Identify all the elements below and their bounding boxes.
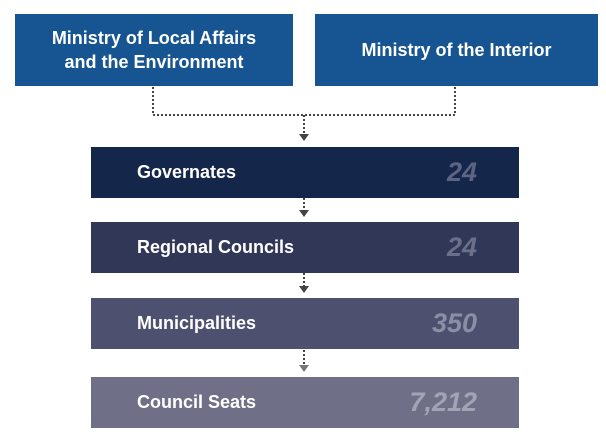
tier-count: 7,212 bbox=[409, 387, 477, 417]
tier-count: 24 bbox=[446, 232, 477, 262]
ministry-label: Ministry of the Interior bbox=[361, 40, 552, 60]
ministry-interior-box: Ministry of the Interior bbox=[315, 14, 598, 86]
tier-council-seats: Council Seats 7,212 bbox=[91, 377, 519, 428]
tier-governates: Governates 24 bbox=[91, 147, 519, 198]
tier-label: Council Seats bbox=[137, 392, 257, 412]
tier-count: 350 bbox=[431, 308, 477, 338]
arrow-down-icon bbox=[299, 210, 309, 217]
merge-connector bbox=[152, 87, 456, 116]
arrow-down-icon bbox=[299, 134, 309, 141]
ministry-label: Ministry of Local Affairs and the Enviro… bbox=[51, 28, 257, 72]
tier-count: 24 bbox=[446, 157, 477, 187]
tier-label: Governates bbox=[137, 162, 237, 182]
tier-label: Municipalities bbox=[137, 313, 257, 333]
ministry-local-affairs-box: Ministry of Local Affairs and the Enviro… bbox=[15, 14, 293, 86]
tier-regional-councils: Regional Councils 24 bbox=[91, 222, 519, 273]
tier-label: Regional Councils bbox=[137, 237, 295, 257]
arrow-down-icon bbox=[299, 286, 309, 293]
arrow-down-icon bbox=[299, 365, 309, 372]
tier-municipalities: Municipalities 350 bbox=[91, 298, 519, 349]
